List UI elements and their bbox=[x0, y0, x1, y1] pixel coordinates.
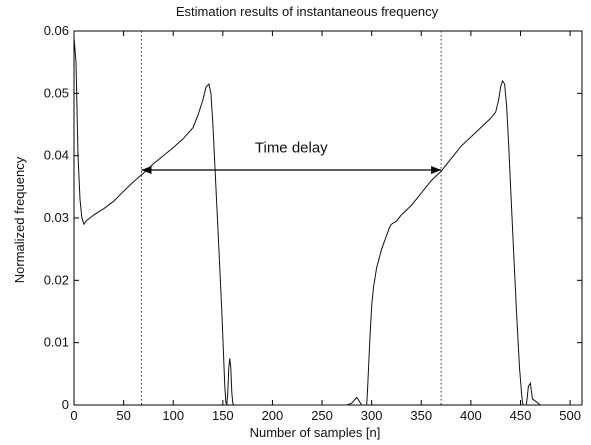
y-axis-label: Normalized frequency bbox=[12, 156, 27, 283]
y-tick-label: 0.01 bbox=[44, 335, 69, 350]
plot-frame bbox=[73, 30, 583, 406]
x-tick-label: 50 bbox=[116, 408, 130, 423]
x-tick-label: 150 bbox=[212, 408, 234, 423]
time-delay-arrowhead-left bbox=[141, 166, 152, 175]
time-delay-arrowhead-right bbox=[431, 166, 442, 175]
reference-lines bbox=[140, 31, 442, 405]
y-tick-label: 0.05 bbox=[44, 85, 69, 100]
ticks-layer: 0 50 100 150 200 250 300 350 400 450 500 0 0.01 0.02 0… bbox=[44, 23, 582, 423]
y-tick-label: 0.04 bbox=[44, 148, 69, 163]
x-tick-label: 0 bbox=[70, 408, 77, 423]
chart-title: Estimation results of instantaneous freq… bbox=[176, 4, 439, 19]
x-tick-label: 200 bbox=[262, 408, 284, 423]
time-delay-label: Time delay bbox=[255, 140, 328, 157]
x-tick-label: 250 bbox=[311, 408, 333, 423]
x-axis-label: Number of samples [n] bbox=[250, 425, 381, 440]
x-tick-label: 400 bbox=[460, 408, 482, 423]
y-tick-label: 0.02 bbox=[44, 272, 69, 287]
x-tick-label: 100 bbox=[162, 408, 184, 423]
x-tick-label: 350 bbox=[410, 408, 432, 423]
y-tick-label: 0.06 bbox=[44, 23, 69, 38]
y-tick-label: 0.03 bbox=[44, 210, 69, 225]
frequency-series-line bbox=[73, 37, 582, 406]
x-tick-label: 300 bbox=[361, 408, 383, 423]
x-tick-label: 500 bbox=[559, 408, 581, 423]
y-tick-label: 0 bbox=[62, 397, 69, 412]
series-layer bbox=[73, 37, 582, 406]
annotation-layer: Time delay bbox=[141, 140, 442, 175]
x-tick-label: 450 bbox=[510, 408, 532, 423]
